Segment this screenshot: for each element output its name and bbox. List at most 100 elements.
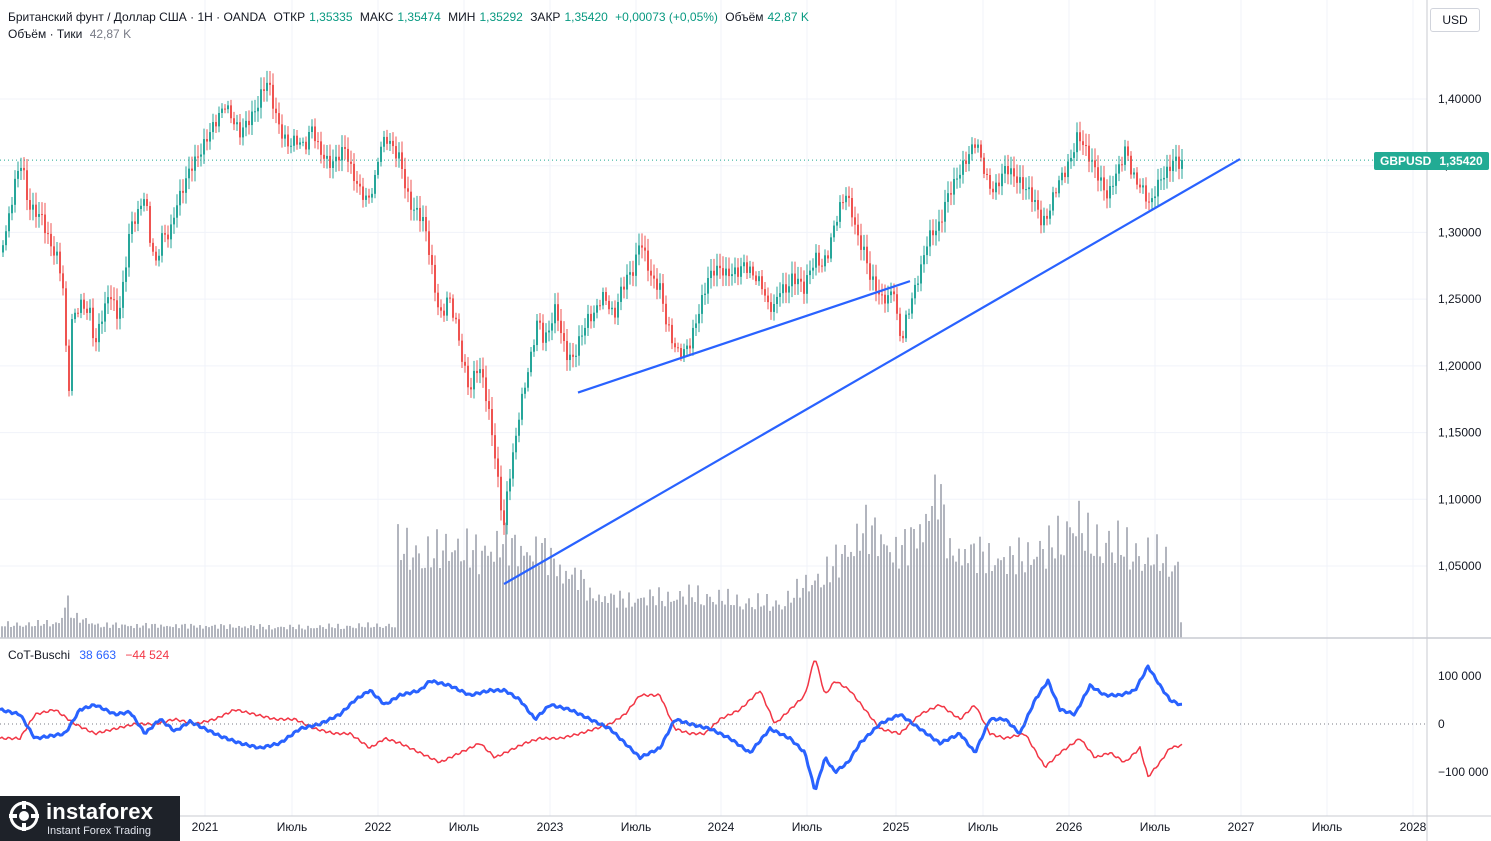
volume-bar [865,504,867,638]
volume-bar [229,624,231,638]
volume-bar [676,599,678,638]
candle-body [410,191,412,210]
volume-bar [1141,570,1143,638]
candle-body [1004,165,1006,174]
cot-indicator-name[interactable]: CoT-Buschi [8,648,71,662]
volume-bar [1027,542,1029,638]
volume-bar [565,570,567,638]
candle-body [974,144,976,148]
candle-body [854,217,856,225]
volume-bar [469,567,471,638]
volume-bar [187,628,189,638]
candle-body [287,134,289,147]
symbol-name[interactable]: Британский фунт / Доллар США · 1Н · OAND… [8,10,267,24]
candle-body [815,252,817,268]
candle-body [659,283,661,290]
volume-bar [1042,549,1044,638]
volume-bar [7,621,9,638]
volume-bar [358,623,360,638]
volume-bar [607,602,609,638]
candle-body [968,154,970,164]
candle-body [566,341,568,361]
candle-body [62,273,64,289]
volume-bar [538,565,540,638]
candle-body [1019,177,1021,183]
volume-bar [175,624,177,638]
volume-bar [1171,571,1173,638]
candle-body [401,152,403,170]
volume-bar [553,558,555,638]
candle-body [32,204,34,210]
volume-bar [382,627,384,638]
candle-body [788,286,790,293]
cot-blue-value: 38 663 [79,648,117,662]
candle-body [251,111,253,126]
candle-body [848,195,850,199]
volume-bar [196,627,198,638]
cot-legend: CoT-Buschi 38 663 −44 524 [8,648,169,662]
volume-bar [268,625,270,638]
volume-bar [1099,556,1101,638]
candle-body [1151,198,1153,203]
close-label: ЗАКР [530,10,561,24]
volume-bar [568,578,570,638]
candle-body [839,202,841,222]
candle-body [341,147,343,161]
candle-body [1097,167,1099,181]
candle-body [479,369,481,374]
volume-bar [445,533,447,638]
trendline [503,158,1241,585]
candle-body [335,156,337,162]
candle-body [512,452,514,479]
volume-bar [115,622,117,638]
volume-value: 42,87 K [767,10,809,24]
volume-bar [160,624,162,638]
volume-bar [19,625,21,638]
candle-body [698,313,700,324]
volume-indicator-label[interactable]: Объём · Тики [8,27,83,41]
volume-bar [727,588,729,638]
trendlines[interactable] [503,158,1241,585]
volume-bar [148,628,150,638]
volume-bar [502,544,504,638]
candle-body [569,354,571,361]
candle-body [110,297,112,300]
volume-bar [640,597,642,638]
volume-bar [388,623,390,638]
volume-bar [679,591,681,638]
candle-body [557,304,559,321]
candle-body [44,214,46,234]
candle-body [530,351,532,373]
volume-bar [1063,555,1065,638]
volume-bar [1111,552,1113,638]
candle-body [548,330,550,333]
volume-bar [874,517,876,638]
volume-bar [634,602,636,638]
volume-bar [760,606,762,638]
volume-bar [223,625,225,638]
candle-body [1055,192,1057,194]
candle-body [197,156,199,158]
candle-body [590,313,592,322]
candle-body [47,233,49,235]
currency-selector[interactable]: USD [1430,8,1480,32]
candle-body [962,160,964,175]
volume-bar [4,626,6,638]
volume-bar [295,629,297,638]
candle-body [125,267,127,282]
volume-bar [742,609,744,638]
volume-bar [808,591,810,638]
volume-bar [664,606,666,638]
volume-bar [1177,561,1179,638]
volume-bar [514,534,516,638]
candle-body [446,297,448,316]
candle-body [992,188,994,193]
candle-body [734,267,736,275]
candle-body [638,245,640,255]
price-tick-label: 1,15000 [1438,426,1482,440]
candle-body [296,135,298,145]
candle-body [14,178,16,205]
volume-bar [304,629,306,638]
candle-body [560,320,562,334]
